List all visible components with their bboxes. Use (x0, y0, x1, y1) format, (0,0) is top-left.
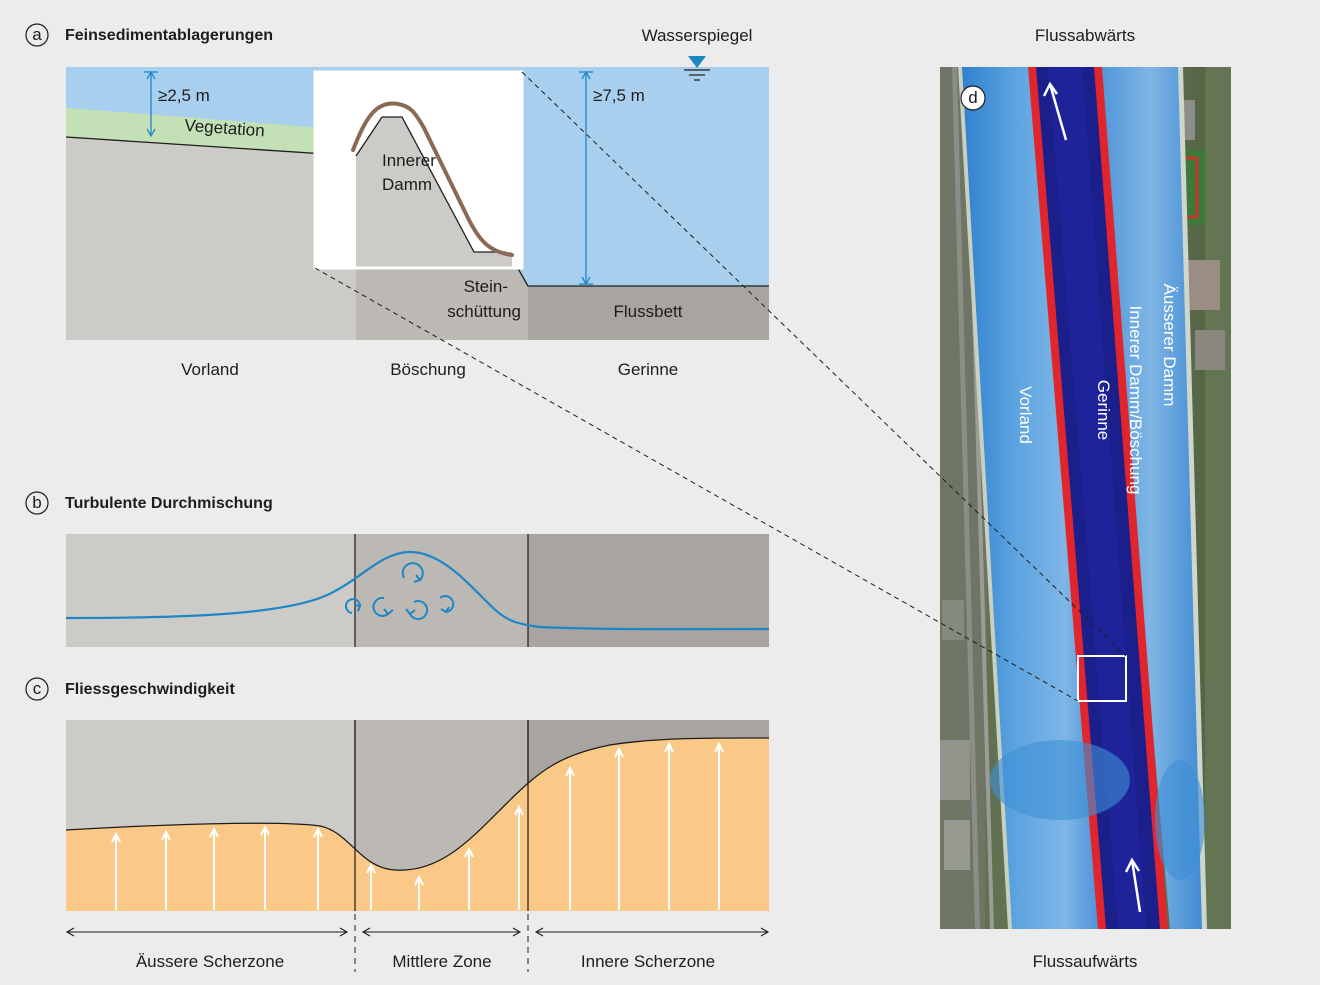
satellite-map (940, 67, 1231, 929)
velocity-arrow-head (161, 829, 171, 841)
zone-floodplain-label: Vorland (181, 360, 239, 379)
panel-d-letter: d (968, 88, 977, 107)
riprap-label-1: Stein- (464, 277, 508, 296)
velocity-arrow-head (111, 831, 121, 843)
depth-arrow-shallow (144, 70, 158, 138)
velocity-arrow-head (565, 765, 575, 777)
panel-a-letter: a (32, 25, 42, 44)
eddy-icon (345, 562, 455, 621)
velocity-arrow-head (614, 746, 624, 758)
panel-b-letter: b (32, 493, 41, 512)
floodplain-ground (66, 137, 356, 340)
b-zone-middle (355, 534, 528, 647)
flow-arrow-upstream (1124, 857, 1142, 913)
riverbed-ground (528, 286, 769, 340)
velocity-arrow-head (366, 862, 376, 874)
zone-slope-label: Böschung (390, 360, 466, 379)
vegetation-band (66, 108, 356, 156)
water-level-icon (684, 56, 710, 81)
velocity-arrow-head (664, 741, 674, 753)
detail-box (313, 70, 524, 270)
inner-dam-label-1: Innerer (382, 151, 436, 170)
zone-channel-label: Gerinne (618, 360, 678, 379)
flow-arrow-icon (111, 741, 724, 910)
panel-c-badge (25, 677, 49, 701)
map-label-outer-dam: Äusserer Damm (1160, 284, 1179, 407)
depth-arrow-deep (579, 70, 593, 286)
turbulence-curve (65, 550, 770, 631)
depth-shallow-label: ≥2,5 m (158, 86, 210, 105)
zone-span-arrows (65, 927, 770, 937)
depth-deep-label: ≥7,5 m (593, 86, 645, 105)
panel-c-letter: c (33, 679, 42, 698)
panel-a: a Feinsedimentablagerungen Wasserspiegel… (25, 23, 769, 379)
connector-lines (314, 71, 1127, 702)
velocity-arrow-head (464, 846, 474, 858)
upstream-label: Flussaufwärts (1033, 952, 1138, 971)
downstream-label: Flussabwärts (1035, 26, 1135, 45)
zone-inner-label: Innere Scherzone (581, 952, 715, 971)
velocity-arrow-head (514, 804, 524, 816)
velocity-arrow-head (414, 874, 424, 886)
inner-dam-fill (356, 117, 512, 268)
inner-dam-outline (355, 116, 506, 253)
map-label-channel: Gerinne (1094, 380, 1113, 440)
panel-b: b Turbulente Durchmischung (25, 491, 770, 647)
map-detail-box (1077, 655, 1127, 702)
riverbed-label: Flussbett (614, 302, 683, 321)
velocity-curve (65, 737, 770, 871)
water-surface-label: Wasserspiegel (642, 26, 753, 45)
ground-line (65, 136, 357, 157)
map-label-floodplain: Vorland (1016, 386, 1035, 444)
velocity-arrow-head (260, 824, 270, 836)
panel-c: c Fliessgeschwindigkeit Äussere Scherzon… (25, 677, 770, 972)
panel-b-badge (25, 491, 49, 515)
sediment-layer (351, 101, 514, 257)
panel-d: Flussabwärts Flussaufwärts (940, 26, 1231, 971)
riprap-label-2: schüttung (447, 302, 521, 321)
velocity-arrow-head (209, 826, 219, 838)
panel-b-title: Turbulente Durchmischung (65, 495, 273, 512)
panel-a-title: Feinsedimentablagerungen (65, 27, 273, 44)
velocity-profile (66, 737, 769, 911)
flow-arrow-downstream (1042, 81, 1068, 141)
map-label-inner-dam: Innerer Damm/Böschung (1126, 306, 1145, 495)
velocity-arrow-head (313, 826, 323, 838)
panel-a-badge (25, 23, 49, 47)
panel-c-title: Fliessgeschwindigkeit (65, 681, 236, 698)
zone-middle-label: Mittlere Zone (392, 952, 491, 971)
velocity-arrow-head (714, 741, 724, 753)
zone-outer-label: Äussere Scherzone (136, 952, 284, 971)
panel-d-badge (960, 85, 986, 111)
inner-dam-label-2: Damm (382, 175, 432, 194)
b-zone-outer (66, 534, 355, 647)
